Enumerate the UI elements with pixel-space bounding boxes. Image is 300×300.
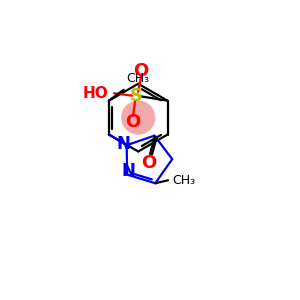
Text: CH₃: CH₃ (127, 72, 150, 85)
Text: N: N (116, 135, 130, 153)
Text: O: O (134, 61, 149, 80)
Circle shape (121, 100, 155, 135)
Text: N: N (122, 162, 136, 180)
Text: O: O (141, 154, 156, 172)
Text: HO: HO (82, 86, 108, 101)
Text: S: S (130, 87, 143, 105)
Text: CH₃: CH₃ (172, 174, 195, 187)
Text: O: O (125, 113, 141, 131)
